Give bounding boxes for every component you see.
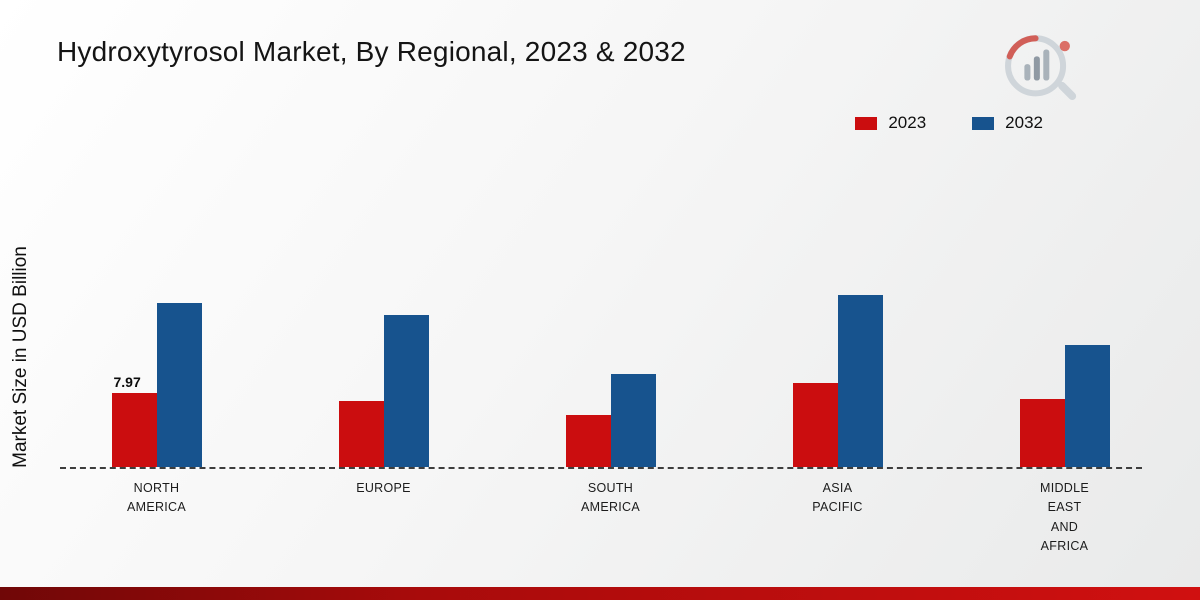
bar-wrap (1019, 147, 1065, 467)
legend-swatch-2032-icon (972, 116, 995, 130)
bar-2023 (111, 393, 157, 467)
legend-label-2032: 2032 (1005, 113, 1043, 132)
category-label: ASIA PACIFIC (812, 481, 863, 515)
brand-logo-icon (1005, 35, 1077, 100)
bar-group: ASIA PACIFIC (792, 147, 883, 514)
bar-wrap (338, 147, 384, 467)
bar-wrap (383, 147, 429, 467)
plot-area: 7.97 NORTH AMERICA EUROPE SOUTH AMERICA ASIA… (43, 147, 1178, 553)
bar-2023 (1019, 399, 1065, 467)
category-label: SOUTH AMERICA (580, 481, 641, 515)
bar-value-label: 7.97 (113, 374, 141, 390)
legend-swatch-2023-icon (855, 116, 878, 130)
chart-title: Hydroxytyrosol Market, By Regional, 2023… (57, 36, 686, 67)
category-label: MIDDLE EAST AND AFRICA (1039, 481, 1090, 554)
legend-item-2032: 2032 (972, 113, 1043, 133)
bar-2023 (792, 383, 838, 467)
bar-wrap (610, 147, 656, 467)
category-label: EUROPE (356, 481, 411, 495)
category-label: NORTH AMERICA (126, 481, 187, 515)
bar-2032 (610, 374, 656, 467)
bar-2032 (383, 315, 429, 467)
bar-wrap (837, 147, 883, 467)
bar-wrap (1064, 147, 1110, 467)
bar-2032 (156, 303, 202, 467)
bar-wrap: 7.97 (111, 147, 157, 467)
bar-wrap (156, 147, 202, 467)
bar-2023 (565, 415, 611, 467)
bar-2023 (338, 401, 384, 467)
x-axis-baseline (60, 467, 1142, 469)
bar-group: SOUTH AMERICA (565, 147, 656, 514)
legend-label-2023: 2023 (888, 113, 927, 132)
bar-group: 7.97 NORTH AMERICA (111, 147, 202, 514)
y-axis-label: Market Size in USD Billion (10, 246, 31, 468)
bar-wrap (792, 147, 838, 467)
bar-group: EUROPE (338, 147, 429, 495)
footer-bar (0, 587, 1200, 600)
bar-2032 (1064, 345, 1110, 467)
legend-item-2023: 2023 (855, 113, 926, 133)
legend: 2023 2032 (855, 113, 1043, 133)
bar-wrap (565, 147, 611, 467)
bar-group: MIDDLE EAST AND AFRICA (1019, 147, 1110, 553)
bar-2032 (837, 295, 883, 467)
